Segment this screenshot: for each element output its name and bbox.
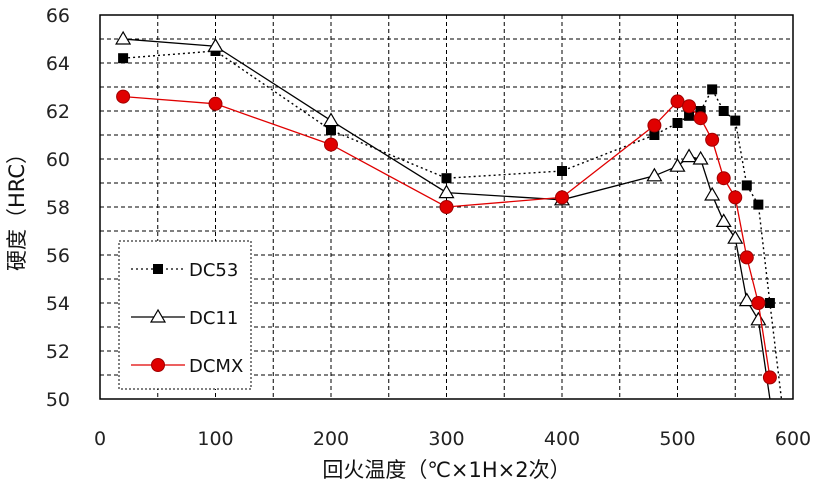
data-point-dc53 xyxy=(649,130,660,140)
data-point-dcmx xyxy=(670,94,685,109)
y-tick-label: 50 xyxy=(46,389,70,411)
data-point-dc53 xyxy=(672,118,683,128)
data-point-dc11 xyxy=(727,230,744,244)
data-point-dc53 xyxy=(730,115,741,126)
x-tick-label: 0 xyxy=(94,428,106,450)
data-point-dc53 xyxy=(118,53,129,64)
y-tick-label: 52 xyxy=(46,341,70,363)
x-tick-label: 300 xyxy=(428,428,464,450)
y-tick-label: 64 xyxy=(46,53,70,75)
data-point-dcmx xyxy=(116,89,131,104)
x-tick-label: 100 xyxy=(197,428,233,450)
legend-label-dcmx: DCMX xyxy=(189,356,243,377)
data-point-dc11 xyxy=(750,311,767,326)
data-point-dcmx xyxy=(728,190,743,205)
x-axis-title: 回火温度（℃×1H×2次） xyxy=(322,458,570,482)
data-point-dc11 xyxy=(207,38,224,52)
data-point-dcmx xyxy=(208,96,223,111)
legend-marker-dcmx xyxy=(151,358,165,372)
data-point-dc53 xyxy=(753,199,764,210)
y-tick-label: 56 xyxy=(46,245,70,267)
data-point-dc11 xyxy=(322,112,340,127)
y-tick-label: 62 xyxy=(46,101,70,123)
data-point-dcmx xyxy=(693,111,708,126)
data-point-dc53 xyxy=(684,110,695,121)
y-axis-title: 硬度（HRC） xyxy=(5,143,29,271)
data-point-dc53 xyxy=(741,180,752,191)
data-point-dc11 xyxy=(646,167,663,182)
data-point-dc11 xyxy=(704,186,721,201)
x-tick-label: 600 xyxy=(775,428,811,450)
data-point-dcmx xyxy=(682,99,697,114)
legend-marker-dc11 xyxy=(149,308,167,323)
data-point-dcmx xyxy=(324,137,338,152)
y-tick-label: 60 xyxy=(46,149,70,171)
data-point-dc53 xyxy=(707,84,718,95)
data-point-dc53 xyxy=(441,173,452,184)
legend-marker-dc53 xyxy=(153,264,163,274)
series-layer xyxy=(115,30,783,399)
data-point-dc11 xyxy=(115,30,132,45)
data-point-dcmx xyxy=(716,171,731,186)
x-tick-label: 400 xyxy=(544,428,580,450)
data-point-dc53 xyxy=(764,298,775,308)
data-point-dc53 xyxy=(326,125,336,136)
data-point-dcmx xyxy=(439,200,454,214)
legend-label-dc53: DC53 xyxy=(189,260,238,281)
y-tick-label: 54 xyxy=(46,293,70,315)
data-point-dc11 xyxy=(681,148,698,163)
data-point-dc11 xyxy=(692,150,709,165)
data-point-dcmx xyxy=(705,132,720,147)
legend-box xyxy=(118,240,252,390)
data-point-dcmx xyxy=(555,190,569,205)
series-line-dc53 xyxy=(123,50,783,399)
y-tick-label: 58 xyxy=(46,197,70,219)
x-tick-label: 500 xyxy=(659,428,695,450)
y-tick-label: 66 xyxy=(46,5,70,27)
x-tick-label: 200 xyxy=(313,428,349,450)
data-point-dc11 xyxy=(738,292,755,307)
legend: DC53 DC11 DCMX xyxy=(118,240,252,390)
data-point-dcmx xyxy=(762,370,777,385)
plot-frame xyxy=(99,14,794,400)
data-point-dcmx xyxy=(739,250,754,265)
data-point-dc53 xyxy=(695,106,706,116)
data-point-dc11 xyxy=(438,184,455,199)
data-point-dcmx xyxy=(751,296,766,310)
legend-label-dc11: DC11 xyxy=(189,308,238,329)
data-point-dc11 xyxy=(669,158,686,172)
y-tick-labels: 50 52 54 56 58 60 62 64 66 xyxy=(46,5,70,411)
x-tick-labels: 0 100 200 300 400 500 600 xyxy=(94,428,811,450)
data-point-dcmx xyxy=(647,118,662,133)
data-point-dc11 xyxy=(715,213,732,227)
data-point-dc53 xyxy=(718,106,729,116)
data-point-dc53 xyxy=(557,166,567,176)
series-dcmx xyxy=(116,89,777,385)
